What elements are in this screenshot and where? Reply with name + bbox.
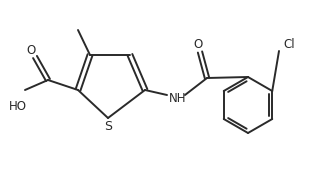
Text: S: S xyxy=(104,121,112,134)
Text: Cl: Cl xyxy=(283,37,295,50)
Text: NH: NH xyxy=(169,91,187,104)
Text: O: O xyxy=(26,43,36,56)
Text: HO: HO xyxy=(9,101,27,114)
Text: O: O xyxy=(193,37,203,50)
